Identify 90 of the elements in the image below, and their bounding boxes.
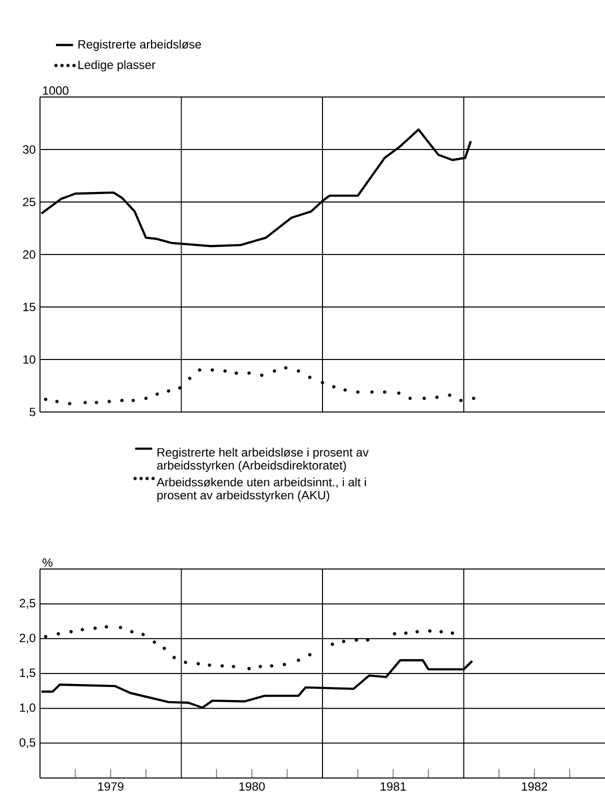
point bbox=[408, 396, 412, 400]
point bbox=[162, 646, 166, 650]
point bbox=[118, 626, 122, 630]
x-tick-label: 1980 bbox=[239, 782, 265, 791]
point bbox=[296, 658, 300, 662]
y-tick-label: 1,5 bbox=[20, 668, 36, 678]
point bbox=[210, 368, 214, 372]
point bbox=[84, 400, 87, 404]
point bbox=[272, 369, 276, 373]
y-tick-label: 25 bbox=[23, 198, 36, 206]
point bbox=[397, 391, 400, 395]
point bbox=[439, 630, 443, 634]
point bbox=[68, 402, 72, 406]
point bbox=[258, 664, 262, 668]
point bbox=[232, 664, 236, 668]
point bbox=[56, 632, 60, 636]
x-tick-label: 1981 bbox=[380, 782, 406, 791]
point bbox=[422, 396, 426, 400]
point bbox=[247, 666, 251, 670]
point bbox=[296, 369, 300, 373]
y-tick-label: 1,0 bbox=[20, 703, 36, 714]
point bbox=[130, 630, 134, 634]
point bbox=[459, 398, 463, 402]
point bbox=[44, 398, 48, 402]
point bbox=[320, 380, 324, 384]
point bbox=[472, 396, 476, 400]
y-tick-label: 5 bbox=[30, 408, 36, 416]
point bbox=[343, 388, 347, 392]
point bbox=[144, 396, 148, 400]
point bbox=[108, 400, 111, 404]
x-tick-label: 1982 bbox=[522, 782, 548, 791]
legend-label: Arbeidssøkende uten arbeidsinnt., i alt i prosent av arbeidsstyrken (AKU) bbox=[156, 478, 366, 502]
point bbox=[55, 400, 59, 404]
point bbox=[284, 366, 288, 370]
y-tick-label: 30 bbox=[22, 145, 36, 154]
point bbox=[44, 634, 48, 638]
point bbox=[178, 386, 182, 390]
point bbox=[270, 664, 274, 668]
point bbox=[208, 663, 212, 667]
point bbox=[308, 376, 312, 380]
point bbox=[428, 629, 432, 633]
y-axis-title: 1000 bbox=[43, 86, 68, 95]
y-axis-title: % bbox=[42, 558, 52, 567]
point bbox=[172, 656, 176, 660]
point bbox=[404, 631, 408, 635]
point bbox=[415, 630, 419, 634]
point bbox=[450, 631, 454, 635]
point bbox=[69, 630, 73, 634]
point bbox=[342, 640, 346, 644]
point bbox=[308, 652, 312, 656]
y-tick-label: 20 bbox=[23, 250, 36, 259]
point bbox=[93, 626, 97, 630]
point bbox=[382, 390, 386, 394]
y-tick-label: 2,5 bbox=[20, 598, 36, 609]
point bbox=[448, 393, 452, 397]
point bbox=[141, 632, 145, 636]
point bbox=[184, 660, 188, 664]
y-tick-label: 2,0 bbox=[20, 634, 36, 644]
point bbox=[166, 389, 170, 393]
point bbox=[356, 390, 360, 394]
point bbox=[104, 625, 108, 629]
legend-label: Ledige plasser bbox=[78, 60, 156, 72]
point bbox=[223, 369, 227, 373]
point bbox=[282, 662, 286, 666]
point bbox=[366, 638, 370, 642]
point bbox=[152, 640, 156, 644]
point bbox=[247, 371, 251, 375]
point bbox=[332, 385, 336, 388]
point bbox=[370, 390, 374, 394]
point bbox=[156, 392, 159, 396]
point bbox=[392, 632, 396, 636]
point bbox=[435, 396, 439, 399]
y-tick-label: 0,5 bbox=[20, 738, 36, 748]
point bbox=[188, 376, 192, 380]
y-tick-label: 10 bbox=[23, 355, 36, 364]
point bbox=[132, 398, 135, 402]
y-tick-label: 15 bbox=[23, 302, 36, 312]
point bbox=[354, 638, 358, 642]
point bbox=[198, 368, 202, 372]
point bbox=[234, 371, 238, 375]
point bbox=[94, 400, 98, 404]
point bbox=[196, 662, 200, 666]
legend-label: Registrerte helt arbeidsløse i prosent av arbeidsstyrken (Arbeidsdirektoratet) bbox=[157, 448, 369, 472]
point bbox=[120, 398, 124, 402]
x-tick-label: 1979 bbox=[98, 782, 124, 791]
point bbox=[80, 628, 84, 632]
point bbox=[220, 664, 224, 668]
point bbox=[260, 374, 264, 377]
legend-label: Registrerte arbeidsløse bbox=[78, 40, 201, 51]
point bbox=[330, 642, 334, 646]
